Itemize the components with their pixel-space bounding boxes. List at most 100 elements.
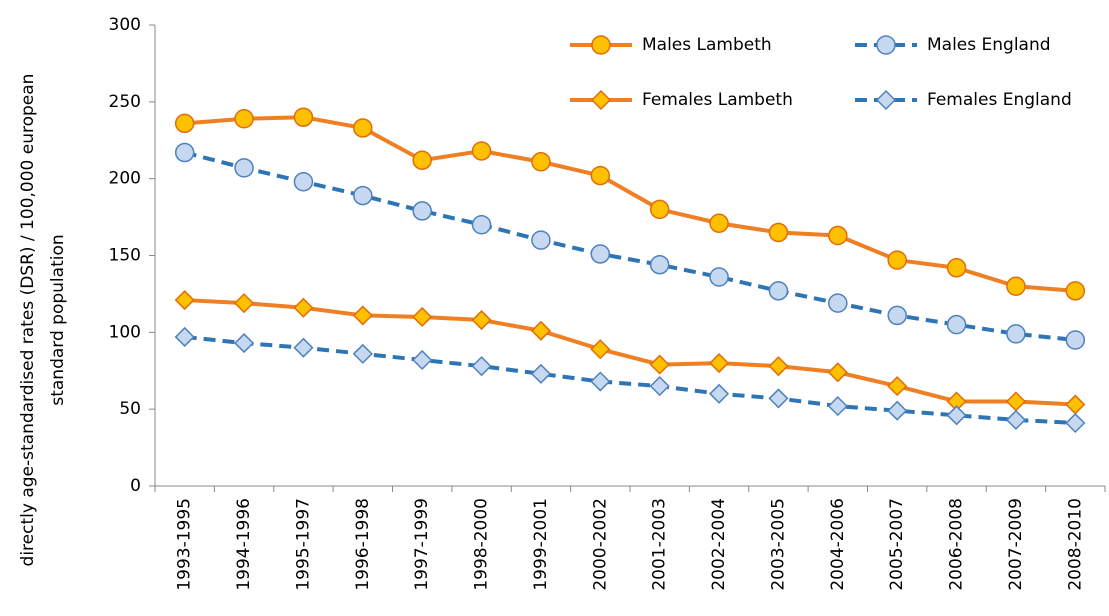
- data-point: [471, 356, 492, 377]
- y-tick-label: 50: [119, 399, 141, 419]
- x-tick-label: 2000-2002: [590, 498, 610, 591]
- data-point: [887, 400, 908, 421]
- data-point: [412, 349, 433, 371]
- data-point: [293, 297, 314, 318]
- data-point: [352, 305, 373, 326]
- data-point: [649, 254, 670, 275]
- data-point: [471, 215, 492, 235]
- data-point: [471, 141, 492, 161]
- x-tick-label: 1998-2000: [472, 498, 492, 591]
- data-point: [768, 281, 789, 301]
- data-point: [1005, 409, 1026, 430]
- data-point: [174, 142, 195, 163]
- data-point: [234, 108, 254, 129]
- data-point: [827, 396, 848, 417]
- x-tick-label: 1999-2001: [531, 498, 551, 591]
- data-point: [352, 343, 373, 364]
- data-point: [353, 118, 373, 138]
- x-tick-label: 1993-1995: [175, 498, 195, 591]
- y-tick-label: 0: [130, 476, 141, 496]
- data-point: [649, 354, 670, 375]
- x-tick-label: 2008-2010: [1065, 498, 1085, 591]
- data-point: [530, 363, 551, 384]
- data-point: [1065, 394, 1086, 415]
- x-tick-label: 2001-2003: [650, 498, 670, 591]
- data-point: [471, 309, 492, 331]
- data-point: [1065, 281, 1086, 301]
- data-point: [768, 222, 789, 243]
- y-tick-label: 250: [109, 92, 141, 112]
- legend-label: Males Lambeth: [642, 35, 772, 55]
- data-point: [293, 337, 314, 358]
- data-point: [590, 339, 611, 360]
- y-tick-label: 300: [109, 15, 141, 35]
- legend-label: Females England: [927, 90, 1072, 110]
- legend-label: Females Lambeth: [642, 90, 793, 110]
- data-point: [293, 171, 314, 192]
- data-point: [1006, 276, 1026, 296]
- data-point: [709, 267, 729, 287]
- data-point: [353, 185, 373, 206]
- series-line: [184, 334, 1076, 425]
- data-point: [590, 371, 611, 392]
- data-point: [530, 320, 551, 341]
- x-tick-label: 1997-1999: [412, 498, 432, 591]
- x-tick-label: 2004-2006: [828, 498, 848, 591]
- data-point: [234, 333, 255, 354]
- series-line: [184, 115, 1076, 293]
- legend-marker: [876, 35, 896, 55]
- data-point: [531, 152, 551, 172]
- data-point: [531, 230, 551, 250]
- data-point: [174, 326, 195, 348]
- data-point: [174, 113, 195, 134]
- legend-label: Males England: [927, 35, 1051, 55]
- data-point: [590, 244, 611, 264]
- x-tick-label: 2006-2008: [947, 498, 967, 591]
- y-tick-label: 100: [109, 322, 141, 342]
- data-point: [293, 107, 314, 127]
- data-point: [828, 293, 848, 313]
- data-point: [887, 250, 907, 270]
- data-point: [887, 376, 908, 397]
- data-point: [946, 314, 967, 335]
- legend-marker: [875, 89, 897, 111]
- data-point: [1065, 412, 1086, 434]
- data-point: [768, 356, 789, 377]
- data-point: [174, 290, 195, 311]
- x-tick-label: 2003-2005: [768, 498, 788, 591]
- data-point: [1005, 391, 1026, 412]
- data-point: [412, 150, 432, 170]
- x-tick-label: 2005-2007: [887, 498, 907, 591]
- x-tick-label: 2002-2004: [709, 498, 729, 591]
- data-point: [649, 199, 670, 220]
- x-tick-label: 1996-1998: [353, 498, 373, 591]
- data-point: [234, 158, 254, 178]
- y-axis-label: standard population: [48, 234, 68, 405]
- x-tick-label: 2007-2009: [1006, 498, 1026, 591]
- data-point: [828, 225, 848, 246]
- data-point: [709, 353, 730, 374]
- data-point: [768, 388, 789, 409]
- series-line: [184, 298, 1076, 407]
- data-point: [590, 165, 611, 186]
- data-point: [1006, 324, 1026, 344]
- data-point: [946, 258, 967, 278]
- y-axis-label: directly age-standardised rates (DSR) / …: [18, 74, 38, 567]
- data-point: [1065, 330, 1086, 350]
- data-point: [649, 376, 670, 397]
- data-point: [709, 383, 730, 404]
- x-tick-label: 1994-1996: [234, 498, 254, 591]
- legend-marker: [590, 89, 612, 111]
- data-point: [234, 293, 255, 314]
- data-point: [709, 213, 729, 233]
- x-tick-label: 1995-1997: [293, 498, 313, 591]
- data-point: [827, 362, 848, 383]
- data-point: [412, 306, 433, 328]
- series-line: [184, 150, 1076, 343]
- y-tick-label: 150: [109, 246, 141, 266]
- data-point: [887, 305, 907, 326]
- legend-marker: [591, 35, 611, 55]
- y-tick-label: 200: [109, 169, 141, 189]
- data-point: [946, 405, 967, 426]
